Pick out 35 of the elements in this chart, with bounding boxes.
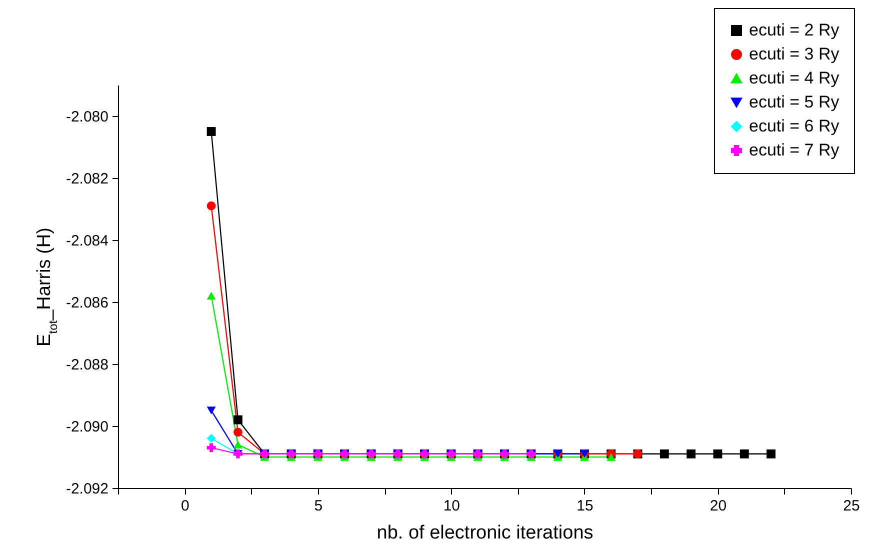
point xyxy=(606,453,616,461)
y-tick-label: -2.090 xyxy=(66,418,108,436)
point xyxy=(206,127,216,136)
legend-label: ecuti = 2 Ry xyxy=(749,20,840,40)
y-tick-label: -2.080 xyxy=(66,108,108,126)
point xyxy=(233,428,242,437)
point xyxy=(206,434,216,443)
point xyxy=(713,449,722,458)
y-tick-label: -2.082 xyxy=(66,170,108,188)
x-axis-title: nb. of electronic iterations xyxy=(376,522,594,544)
legend-label: ecuti = 6 Ry xyxy=(749,116,840,136)
x-tick-label: 20 xyxy=(710,498,727,514)
legend-label: ecuti = 4 Ry xyxy=(749,68,840,88)
y-tick-label: -2.092 xyxy=(66,480,108,498)
legend-label: ecuti = 7 Ry xyxy=(749,140,840,160)
point xyxy=(206,406,216,414)
x-tick-label: 0 xyxy=(180,498,190,514)
y-tick-label: -2.084 xyxy=(66,232,108,250)
x-tick-label: 5 xyxy=(314,498,323,514)
y-tick-label: -2.088 xyxy=(66,356,108,374)
x-tick-label: 10 xyxy=(443,498,460,514)
point xyxy=(660,449,669,458)
legend-label: ecuti = 3 Ry xyxy=(749,44,840,64)
point xyxy=(740,449,749,458)
point xyxy=(206,292,216,300)
point xyxy=(206,443,216,452)
point xyxy=(233,415,242,424)
x-tick-label: 15 xyxy=(576,498,594,514)
point xyxy=(206,201,216,210)
point xyxy=(766,449,776,458)
x-tick-label: 25 xyxy=(843,498,860,514)
y-tick-label: -2.086 xyxy=(66,294,108,312)
point xyxy=(233,440,242,448)
legend-label: ecuti = 5 Ry xyxy=(749,92,840,112)
point xyxy=(686,449,696,458)
